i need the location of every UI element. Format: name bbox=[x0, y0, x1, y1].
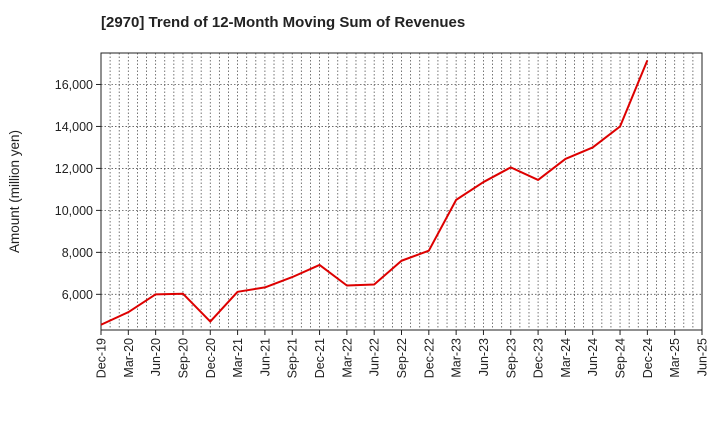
grid bbox=[101, 53, 702, 330]
x-tick-label: Sep-23 bbox=[504, 338, 518, 378]
x-tick-label: Mar-24 bbox=[559, 338, 573, 378]
x-tick-label: Dec-23 bbox=[532, 338, 546, 378]
x-axis: Dec-19 Mar-20 Jun-20 Sep-20 Dec-20 Mar-21 Jun-… bbox=[95, 330, 710, 378]
series-layer bbox=[100, 59, 649, 326]
y-tick-label: 12,000 bbox=[55, 162, 93, 176]
x-tick-label: Dec-20 bbox=[204, 338, 218, 378]
x-tick-label: Sep-21 bbox=[286, 338, 300, 378]
x-tick-label: Jun-24 bbox=[586, 338, 600, 376]
x-tick-label: Mar-21 bbox=[231, 338, 245, 378]
x-tick-label: Jun-22 bbox=[368, 338, 382, 376]
y-tick-label: 16,000 bbox=[55, 78, 93, 92]
x-tick-label: Sep-24 bbox=[614, 338, 628, 378]
x-tick-label: Dec-24 bbox=[641, 338, 655, 378]
x-tick-label: Mar-25 bbox=[668, 338, 682, 378]
chart-title: [2970] Trend of 12-Month Moving Sum of R… bbox=[101, 14, 466, 31]
x-tick-label: Jun-23 bbox=[477, 338, 491, 376]
x-tick-label: Jun-25 bbox=[696, 338, 710, 376]
x-tick-label: Mar-20 bbox=[122, 338, 136, 378]
x-tick-label: Mar-22 bbox=[340, 338, 354, 378]
y-tick-label: 8,000 bbox=[62, 246, 93, 260]
x-tick-label: Mar-23 bbox=[450, 338, 464, 378]
y-tick-label: 6,000 bbox=[62, 288, 93, 302]
y-tick-label: 10,000 bbox=[55, 204, 93, 218]
x-tick-label: Jun-21 bbox=[258, 338, 272, 376]
y-axis-title: Amount (million yen) bbox=[7, 130, 22, 253]
y-axis: 6,000 8,000 10,000 12,000 14,000 16,000 bbox=[55, 78, 101, 302]
x-tick-label: Jun-20 bbox=[149, 338, 163, 376]
x-tick-label: Dec-19 bbox=[95, 338, 109, 378]
x-tick-label: Sep-20 bbox=[176, 338, 190, 378]
y-tick-label: 14,000 bbox=[55, 120, 93, 134]
x-tick-label: Dec-22 bbox=[422, 338, 436, 378]
x-tick-label: Dec-21 bbox=[313, 338, 327, 378]
x-tick-label: Sep-22 bbox=[395, 338, 409, 378]
